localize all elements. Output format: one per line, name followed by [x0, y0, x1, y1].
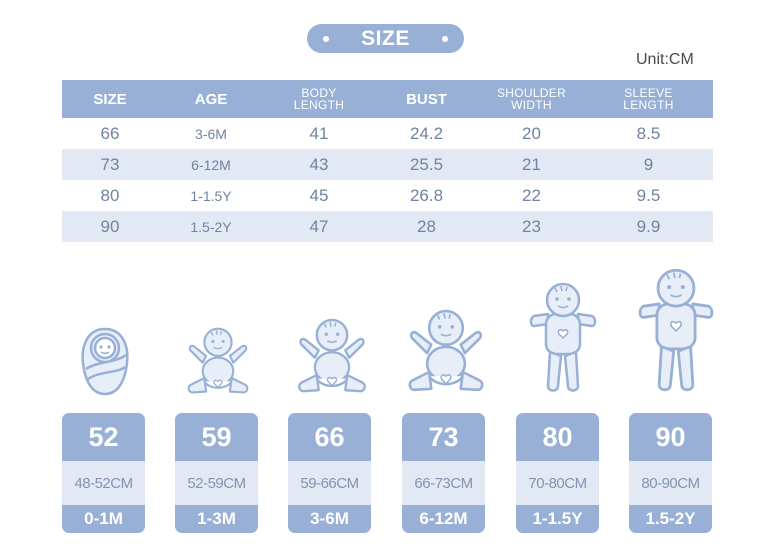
cell-sleeve-length: 9: [643, 154, 654, 174]
sitting-baby-icon: [408, 309, 484, 392]
bullet-dot-icon: [323, 36, 329, 42]
card-size: 80: [516, 413, 599, 461]
size-cards: 52 48-52CM 0-1M 59 52-59CM 1-3M 66 59-66…: [62, 413, 713, 533]
unit-label: Unit:CM: [636, 51, 694, 68]
card-height-range: 80-90CM: [629, 461, 712, 505]
size-card: 66 59-66CM 3-6M: [288, 413, 371, 533]
card-height-range: 48-52CM: [62, 461, 145, 505]
cell-bust: 24.2: [409, 123, 444, 143]
card-age: 1.5-2Y: [629, 505, 712, 533]
card-age: 1-1.5Y: [516, 505, 599, 533]
cell-body-length: 41: [309, 123, 329, 143]
standing-baby-icon: [529, 282, 597, 392]
cell-bust: 25.5: [409, 154, 444, 174]
card-age: 1-3M: [175, 505, 258, 533]
size-title: SIZE: [361, 26, 410, 50]
header-size: SIZE: [93, 90, 127, 108]
table-row: 66 3-6M 41 24.2 20 8.5: [62, 118, 713, 149]
cell-bust: 26.8: [409, 185, 444, 205]
card-age: 3-6M: [288, 505, 371, 533]
header-age: AGE: [194, 90, 228, 108]
cell-bust: 28: [417, 216, 436, 236]
header-sleeve-length-text: SLEEVE LENGTH: [623, 86, 674, 112]
bullet-dot-icon: [442, 36, 448, 42]
cell-age: 1.5-2Y: [190, 218, 232, 235]
size-title-pill: SIZE: [307, 24, 464, 53]
size-chart-table: SIZE AGE BODY LENGTH BUST SHOULDER WIDTH…: [62, 80, 713, 242]
header-body-length: BODY LENGTH: [264, 80, 374, 118]
header-body-length-text: BODY LENGTH: [293, 86, 345, 112]
card-height-range: 52-59CM: [175, 461, 258, 505]
size-card: 59 52-59CM 1-3M: [175, 413, 258, 533]
card-size: 73: [402, 413, 485, 461]
card-height-range: 66-73CM: [402, 461, 485, 505]
cell-age: 6-12M: [191, 156, 231, 173]
table-header-row: SIZE AGE BODY LENGTH BUST SHOULDER WIDTH…: [62, 80, 713, 118]
cell-size: 66: [100, 123, 120, 143]
cell-shoulder-width: 21: [522, 154, 541, 174]
card-size: 66: [288, 413, 371, 461]
table-row: 90 1.5-2Y 47 28 23 9.9: [62, 211, 713, 242]
cell-age: 1-1.5Y: [190, 187, 232, 204]
size-card: 73 66-73CM 6-12M: [402, 413, 485, 533]
size-card: 90 80-90CM 1.5-2Y: [629, 413, 712, 533]
cell-body-length: 43: [309, 154, 329, 174]
cell-sleeve-length: 9.9: [636, 216, 661, 236]
cell-body-length: 45: [309, 185, 329, 205]
cell-shoulder-width: 23: [522, 216, 541, 236]
cell-sleeve-length: 9.5: [636, 185, 661, 205]
card-size: 90: [629, 413, 712, 461]
header-sleeve-length: SLEEVE LENGTH: [584, 80, 713, 118]
cell-sleeve-length: 8.5: [636, 123, 661, 143]
swaddled-baby-icon: [81, 327, 129, 396]
header-shoulder-width: SHOULDER WIDTH: [479, 80, 584, 118]
cell-size: 73: [100, 154, 120, 174]
header-bust: BUST: [406, 90, 447, 108]
table-row: 80 1-1.5Y 45 26.8 22 9.5: [62, 180, 713, 211]
card-size: 59: [175, 413, 258, 461]
size-card: 52 48-52CM 0-1M: [62, 413, 145, 533]
header-shoulder-width-text: SHOULDER WIDTH: [496, 86, 567, 112]
card-age: 6-12M: [402, 505, 485, 533]
sitting-baby-icon: [298, 318, 366, 393]
sitting-baby-icon: [187, 327, 249, 394]
cell-size: 80: [100, 185, 120, 205]
card-height-range: 70-80CM: [516, 461, 599, 505]
card-size: 52: [62, 413, 145, 461]
table-row: 73 6-12M 43 25.5 21 9: [62, 149, 713, 180]
size-card: 80 70-80CM 1-1.5Y: [516, 413, 599, 533]
cell-shoulder-width: 20: [522, 123, 541, 143]
card-height-range: 59-66CM: [288, 461, 371, 505]
cell-age: 3-6M: [195, 125, 227, 142]
cell-size: 90: [100, 216, 120, 236]
cell-body-length: 47: [309, 216, 329, 236]
cell-shoulder-width: 22: [522, 185, 541, 205]
card-age: 0-1M: [62, 505, 145, 533]
standing-baby-icon: [638, 268, 714, 392]
